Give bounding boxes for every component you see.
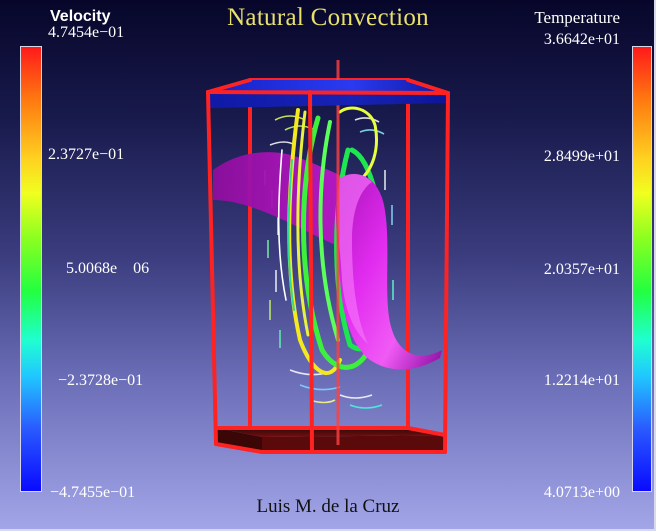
- hot-bottom-plate: [216, 428, 445, 437]
- domain-box: [206, 78, 450, 454]
- temperature-isosurface-back: [213, 152, 372, 260]
- temperature-tick-lower: 1.2214e+01: [543, 372, 620, 389]
- temperature-tick-mid: 2.0357e+01: [543, 261, 620, 278]
- author-credit: Luis M. de la Cruz: [256, 496, 400, 517]
- velocity-tick-min: −4.7455e−01: [50, 484, 136, 501]
- velocity-legend-title: Velocity: [50, 8, 111, 25]
- temperature-tick-max: 3.6642e+01: [543, 31, 620, 48]
- temperature-tick-upper: 2.8499e+01: [543, 148, 620, 165]
- temperature-legend-title: Temperature: [534, 8, 620, 27]
- velocity-tick-lower: −2.3728e−01: [58, 372, 144, 389]
- temperature-isosurface-front: [335, 174, 442, 370]
- velocity-tick-max: 4.7454e−01: [48, 24, 125, 41]
- velocity-colorbar: [20, 46, 42, 492]
- figure-title: Natural Convection: [227, 4, 429, 31]
- velocity-tick-upper: 2.3727e−01: [48, 146, 125, 163]
- temperature-tick-min: 4.0713e+00: [543, 484, 620, 501]
- temperature-colorbar: [632, 46, 652, 492]
- velocity-tick-mid: 5.0068e 06: [66, 260, 150, 277]
